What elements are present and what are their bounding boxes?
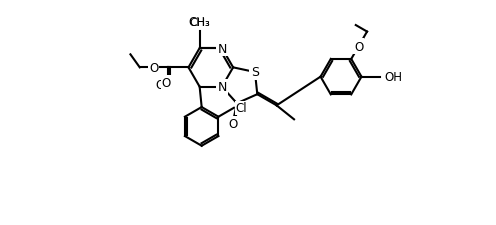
- Text: CH₃: CH₃: [189, 16, 210, 29]
- Text: O: O: [149, 62, 159, 74]
- Text: O: O: [149, 62, 159, 74]
- Text: S: S: [251, 66, 258, 79]
- Text: N: N: [218, 42, 226, 55]
- Text: Cl: Cl: [236, 102, 248, 115]
- Text: O: O: [156, 78, 165, 91]
- Text: CH₃: CH₃: [189, 18, 210, 28]
- Text: O: O: [228, 117, 237, 130]
- Text: N: N: [218, 81, 226, 94]
- Text: N: N: [217, 42, 227, 55]
- Text: OH: OH: [384, 71, 403, 84]
- Text: O: O: [162, 76, 171, 89]
- Text: O: O: [354, 40, 363, 53]
- Text: O: O: [354, 40, 363, 53]
- Text: N: N: [217, 81, 227, 94]
- Text: S: S: [251, 66, 259, 79]
